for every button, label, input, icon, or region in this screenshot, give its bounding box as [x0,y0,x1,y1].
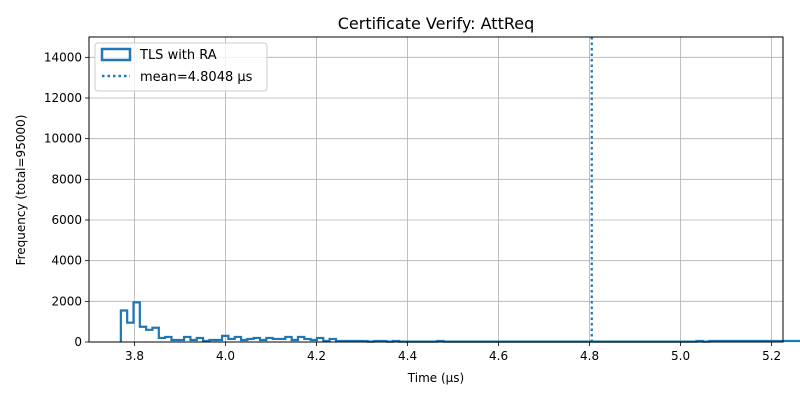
y-tick-label: 2000 [51,294,82,308]
x-tick-label: 4.6 [489,349,508,363]
legend-swatch-histogram [100,47,132,62]
y-tick-label: 14000 [44,50,82,64]
legend: TLS with RA mean=4.8048 µs [94,42,268,92]
x-tick-label: 4.4 [398,349,417,363]
y-tick-label: 4000 [51,254,82,268]
y-axis-label: Frequency (total=95000) [14,115,28,266]
legend-box [94,42,268,92]
x-tick-label: 3.8 [125,349,144,363]
y-tick-label: 12000 [44,91,82,105]
x-tick-label: 4.2 [307,349,326,363]
y-tick-label: 8000 [51,172,82,186]
legend-label-histogram: TLS with RA [139,48,217,63]
x-axis-ticks: 3.8 4.0 4.2 4.4 4.6 4.8 5.0 5.2 [125,342,781,363]
x-tick-label: 5.0 [671,349,690,363]
y-axis-ticks: 0 2000 4000 6000 8000 10000 12000 14000 [44,50,89,349]
x-tick-label: 4.0 [216,349,235,363]
x-tick-label: 4.8 [580,349,599,363]
y-tick-label: 0 [74,335,82,349]
legend-label-mean: mean=4.8048 µs [140,70,253,85]
x-tick-label: 5.2 [762,349,781,363]
x-axis-label: Time (µs) [407,371,464,385]
y-tick-label: 10000 [44,132,82,146]
y-tick-label: 6000 [51,213,82,227]
chart-title: Certificate Verify: AttReq [338,14,535,33]
axes-frame [88,36,784,343]
